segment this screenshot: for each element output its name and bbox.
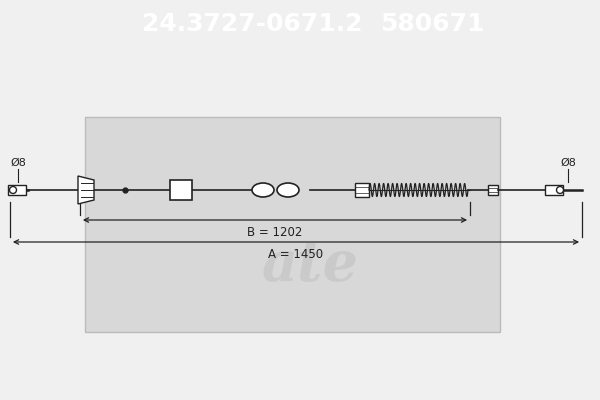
Text: A = 1450: A = 1450 xyxy=(268,248,323,261)
Bar xyxy=(8,185,26,195)
Circle shape xyxy=(557,186,563,194)
Text: ate: ate xyxy=(262,238,358,292)
Bar xyxy=(488,185,498,195)
Bar xyxy=(85,117,500,332)
Polygon shape xyxy=(78,176,94,204)
Bar xyxy=(170,180,192,200)
Text: 580671: 580671 xyxy=(380,12,484,36)
Ellipse shape xyxy=(252,183,274,197)
Bar xyxy=(545,185,563,195)
Circle shape xyxy=(10,186,17,194)
Text: 24.3727-0671.2: 24.3727-0671.2 xyxy=(142,12,362,36)
Bar xyxy=(355,183,369,197)
Text: B = 1202: B = 1202 xyxy=(247,226,302,239)
Ellipse shape xyxy=(277,183,299,197)
Text: Ø8: Ø8 xyxy=(10,158,26,168)
Text: Ø8: Ø8 xyxy=(560,158,576,168)
